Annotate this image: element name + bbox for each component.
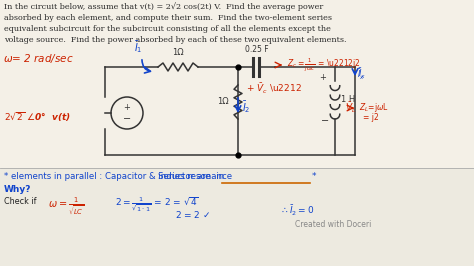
Bar: [0, 168, 474, 266]
Text: $\bar{I}_1$: $\bar{I}_1$: [134, 39, 142, 55]
Text: = j2: = j2: [363, 114, 379, 123]
Text: 0.25 F: 0.25 F: [245, 45, 268, 54]
Text: $\omega$= 2 rad/sec: $\omega$= 2 rad/sec: [3, 52, 73, 65]
Text: 1Ω: 1Ω: [218, 98, 229, 106]
Text: −: −: [321, 116, 329, 126]
Text: equivalent subcircuit for the subcircuit consisting of all the elements except t: equivalent subcircuit for the subcircuit…: [4, 25, 331, 33]
Text: $\bar{I}_x$: $\bar{I}_x$: [358, 67, 366, 81]
Text: Check if: Check if: [4, 197, 36, 206]
Text: + $\bar{V}_c$ \u2212: + $\bar{V}_c$ \u2212: [246, 82, 302, 96]
Text: absorbed by each element, and compute their sum.  Find the two-element series: absorbed by each element, and compute th…: [4, 14, 332, 22]
Text: $Z_L$=j$\omega$L: $Z_L$=j$\omega$L: [359, 102, 389, 114]
Text: $Z_c = \frac{1}{j\omega c}$ = \u2212j2: $Z_c = \frac{1}{j\omega c}$ = \u2212j2: [287, 57, 361, 73]
Text: 2 = 2 $\checkmark$: 2 = 2 $\checkmark$: [175, 209, 210, 220]
Text: $\bar{I}_2$: $\bar{I}_2$: [242, 99, 251, 115]
Text: 1Ω: 1Ω: [172, 48, 184, 57]
Text: $\omega = \frac{1}{\sqrt{LC}}$: $\omega = \frac{1}{\sqrt{LC}}$: [48, 195, 84, 217]
Text: Series resonance: Series resonance: [4, 172, 232, 181]
Text: $2 = \frac{1}{\sqrt{1 \cdot 1}}$ = 2 = $\sqrt{4}$: $2 = \frac{1}{\sqrt{1 \cdot 1}}$ = 2 = $…: [115, 195, 199, 213]
Text: +: +: [124, 103, 130, 113]
Text: −: −: [123, 114, 131, 124]
Text: In the circuit below, assume that v(t) = 2√2 cos(2t) V.  Find the average power: In the circuit below, assume that v(t) =…: [4, 2, 323, 11]
Text: *: *: [312, 172, 317, 181]
Bar: [0, 0, 474, 168]
Text: +: +: [319, 73, 327, 82]
Text: * elements in parallel : Capacitor & inductor are  in: * elements in parallel : Capacitor & ind…: [4, 172, 229, 181]
Text: Why?: Why?: [4, 185, 31, 194]
Text: Created with Doceri: Created with Doceri: [295, 220, 371, 229]
Text: 1 H: 1 H: [341, 95, 355, 105]
Text: $2\sqrt{2}$ $\angle$0°  v(t): $2\sqrt{2}$ $\angle$0° v(t): [4, 110, 71, 123]
Text: $\bar{V}_L$: $\bar{V}_L$: [345, 101, 356, 115]
Text: voltage source.  Find the power absorbed by each of these two equivalent element: voltage source. Find the power absorbed …: [4, 36, 346, 44]
Text: $\therefore \bar{I}_2 = 0$: $\therefore \bar{I}_2 = 0$: [280, 204, 314, 218]
Text: $\bar{I}_x$: $\bar{I}_x$: [357, 68, 365, 82]
